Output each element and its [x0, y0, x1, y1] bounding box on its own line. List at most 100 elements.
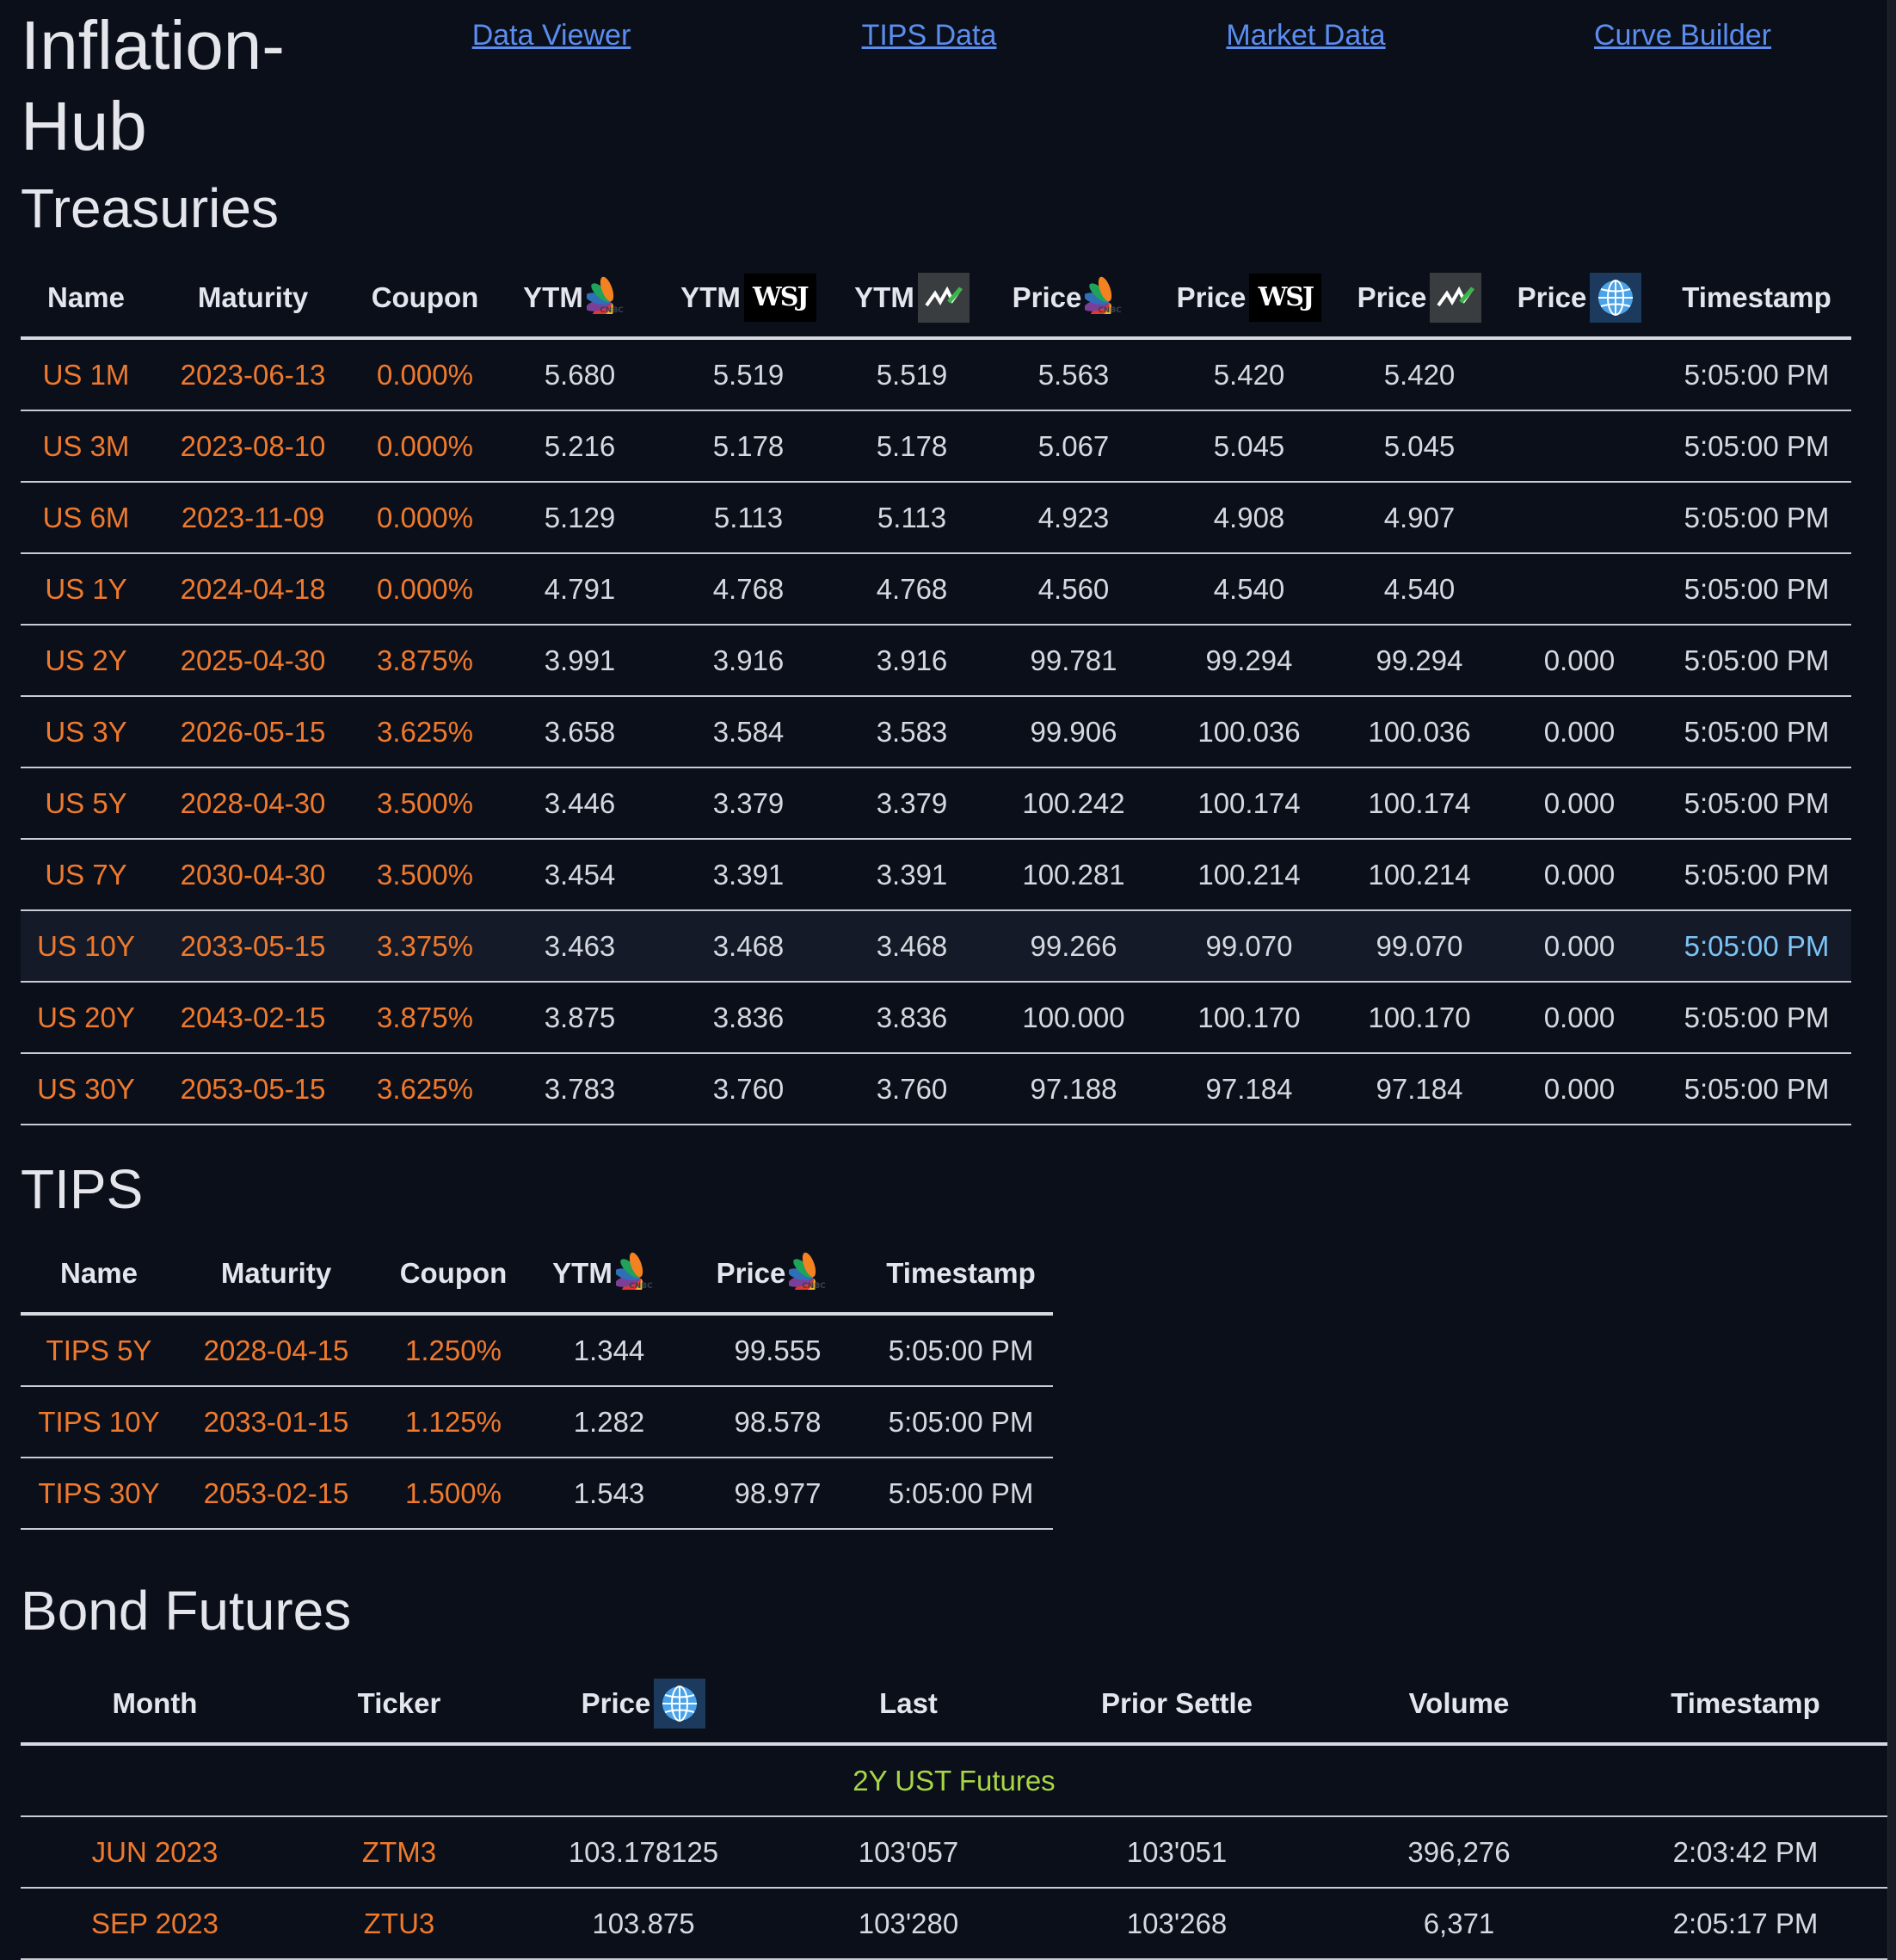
- col-header-maturity[interactable]: Maturity: [177, 1234, 375, 1316]
- cell-price-wsj: 100.214: [1156, 839, 1342, 911]
- ytm-label: YTM: [552, 1256, 613, 1289]
- cell-ytm-cnbc: 5.216: [496, 410, 664, 483]
- nav-link-data-viewer[interactable]: Data Viewer: [471, 19, 631, 52]
- futures-group-label: 2Y UST Futures: [21, 1744, 1887, 1817]
- col-header-name[interactable]: Name: [21, 258, 151, 340]
- col-header-coupon[interactable]: Coupon: [354, 258, 496, 340]
- cell-ticker: ZTU3: [289, 1888, 509, 1960]
- cnbc-icon: CNBC: [614, 1250, 666, 1303]
- window-scroll-edge[interactable]: [1887, 0, 1896, 1960]
- table-row[interactable]: US 30Y 2053-05-15 3.625% 3.783 3.760 3.760 97.…: [21, 1053, 1851, 1125]
- cell-ytm-cnbc: 3.875: [496, 982, 664, 1054]
- cell-price-marketwatch: 5.420: [1342, 338, 1497, 411]
- col-header-timestamp[interactable]: Timestamp: [1604, 1664, 1887, 1746]
- col-header-ytm-wsj[interactable]: YTM WSJ: [664, 258, 833, 340]
- cell-timestamp: 5:05:00 PM: [1662, 910, 1851, 983]
- col-header-timestamp[interactable]: Timestamp: [1662, 258, 1851, 340]
- col-header-ytm-cnbc[interactable]: YTM CNBC: [532, 1234, 686, 1316]
- col-header-month[interactable]: Month: [21, 1664, 289, 1746]
- cell-ytm-marketwatch: 3.583: [833, 696, 991, 768]
- cell-price-globe: 0.000: [1497, 1053, 1662, 1125]
- cell-coupon: 3.875%: [354, 982, 496, 1054]
- treasuries-table: Name Maturity Coupon YTM CNBC YTM WSJ YTM …: [21, 258, 1851, 1125]
- col-header-price-cnbc[interactable]: Price CNBC: [686, 1234, 869, 1316]
- cell-last: 103'057: [778, 1816, 1039, 1889]
- table-row[interactable]: US 5Y 2028-04-30 3.500% 3.446 3.379 3.379 100.…: [21, 767, 1851, 840]
- cell-ytm-marketwatch: 3.760: [833, 1053, 991, 1125]
- table-row[interactable]: US 2Y 2025-04-30 3.875% 3.991 3.916 3.916 99.7…: [21, 625, 1851, 697]
- cell-timestamp: 2:05:17 PM: [1604, 1888, 1887, 1960]
- cell-ytm-cnbc: 3.991: [496, 625, 664, 697]
- col-header-price-marketwatch[interactable]: Price: [1342, 258, 1497, 340]
- cell-price-marketwatch: 99.070: [1342, 910, 1497, 983]
- col-header-last[interactable]: Last: [778, 1664, 1039, 1746]
- nav-link-tips-data[interactable]: TIPS Data: [861, 19, 997, 52]
- cell-coupon: 0.000%: [354, 410, 496, 483]
- cell-price-globe: 0.000: [1497, 696, 1662, 768]
- cnbc-icon: CNBC: [1084, 274, 1135, 327]
- col-header-timestamp[interactable]: Timestamp: [869, 1234, 1053, 1316]
- cell-price-wsj: 100.036: [1156, 696, 1342, 768]
- ytm-label: YTM: [854, 280, 914, 313]
- cell-price-wsj: 97.184: [1156, 1053, 1342, 1125]
- cell-maturity: 2043-02-15: [151, 982, 354, 1054]
- cell-ytm-cnbc: 3.446: [496, 767, 664, 840]
- cell-month: SEP 2023: [21, 1888, 289, 1960]
- col-header-name[interactable]: Name: [21, 1234, 177, 1316]
- table-row[interactable]: US 7Y 2030-04-30 3.500% 3.454 3.391 3.391 100.…: [21, 839, 1851, 911]
- nav-link-curve-builder[interactable]: Curve Builder: [1594, 19, 1771, 52]
- table-row[interactable]: US 10Y 2033-05-15 3.375% 3.463 3.468 3.468 99.…: [21, 910, 1851, 983]
- ytm-label: YTM: [680, 280, 741, 313]
- cell-price-marketwatch: 100.174: [1342, 767, 1497, 840]
- table-row[interactable]: TIPS 30Y 2053-02-15 1.500% 1.543 98.977 5:05:…: [21, 1458, 1053, 1530]
- col-header-ytm-marketwatch[interactable]: YTM: [833, 258, 991, 340]
- cell-ytm-cnbc: 5.129: [496, 482, 664, 554]
- table-row[interactable]: TIPS 5Y 2028-04-15 1.250% 1.344 99.555 5:05:0…: [21, 1314, 1053, 1387]
- tips-heading: TIPS: [21, 1158, 144, 1220]
- table-row[interactable]: US 1M 2023-06-13 0.000% 5.680 5.519 5.519 5.56…: [21, 338, 1851, 411]
- col-header-prior-settle[interactable]: Prior Settle: [1039, 1664, 1314, 1746]
- table-row[interactable]: US 3Y 2026-05-15 3.625% 3.658 3.584 3.583 99.9…: [21, 696, 1851, 768]
- cell-name: US 5Y: [21, 767, 151, 840]
- svg-text:CNBC: CNBC: [1099, 306, 1123, 314]
- col-header-price-wsj[interactable]: Price WSJ: [1156, 258, 1342, 340]
- col-header-price-globe[interactable]: Price: [509, 1664, 778, 1746]
- table-row[interactable]: US 1Y 2024-04-18 0.000% 4.791 4.768 4.768 4.56…: [21, 553, 1851, 626]
- cell-maturity: 2023-11-09: [151, 482, 354, 554]
- cell-price-cnbc: 4.560: [991, 553, 1156, 626]
- table-row[interactable]: JUN 2023 ZTM3 103.178125 103'057 103'051 396,…: [21, 1816, 1887, 1889]
- price-label: Price: [1357, 280, 1427, 313]
- cell-coupon: 3.500%: [354, 839, 496, 911]
- col-header-maturity[interactable]: Maturity: [151, 258, 354, 340]
- cell-coupon: 3.625%: [354, 696, 496, 768]
- wsj-icon: WSJ: [743, 273, 816, 322]
- cell-timestamp: 5:05:00 PM: [869, 1458, 1053, 1530]
- col-header-volume[interactable]: Volume: [1314, 1664, 1604, 1746]
- table-row[interactable]: SEP 2023 ZTU3 103.875 103'280 103'268 6,371 2:…: [21, 1888, 1887, 1960]
- cell-timestamp: 5:05:00 PM: [1662, 767, 1851, 840]
- col-header-ticker[interactable]: Ticker: [289, 1664, 509, 1746]
- cell-ticker: ZTM3: [289, 1816, 509, 1889]
- cell-ytm-wsj: 3.468: [664, 910, 833, 983]
- cell-last: 103'280: [778, 1888, 1039, 1960]
- col-header-ytm-cnbc[interactable]: YTM CNBC: [496, 258, 664, 340]
- cell-price-globe: 0.000: [1497, 839, 1662, 911]
- cell-coupon: 3.375%: [354, 910, 496, 983]
- cell-name: US 30Y: [21, 1053, 151, 1125]
- cell-price-cnbc: 100.281: [991, 839, 1156, 911]
- table-row[interactable]: TIPS 10Y 2033-01-15 1.125% 1.282 98.578 5:05:…: [21, 1386, 1053, 1458]
- cell-timestamp: 5:05:00 PM: [1662, 625, 1851, 697]
- cell-ytm-cnbc: 3.454: [496, 839, 664, 911]
- table-row[interactable]: US 6M 2023-11-09 0.000% 5.129 5.113 5.113 4.92…: [21, 482, 1851, 554]
- cell-ytm-wsj: 3.584: [664, 696, 833, 768]
- cell-price-wsj: 99.294: [1156, 625, 1342, 697]
- cell-price: 103.178125: [509, 1816, 778, 1889]
- col-header-coupon[interactable]: Coupon: [375, 1234, 532, 1316]
- table-row[interactable]: US 20Y 2043-02-15 3.875% 3.875 3.836 3.836 100…: [21, 982, 1851, 1054]
- cell-maturity: 2023-06-13: [151, 338, 354, 411]
- nav-link-market-data[interactable]: Market Data: [1226, 19, 1386, 52]
- col-header-price-cnbc[interactable]: Price CNBC: [991, 258, 1156, 340]
- brand-title: Inflation- Hub: [21, 5, 285, 167]
- table-row[interactable]: US 3M 2023-08-10 0.000% 5.216 5.178 5.178 5.06…: [21, 410, 1851, 483]
- col-header-price-globe[interactable]: Price: [1497, 258, 1662, 340]
